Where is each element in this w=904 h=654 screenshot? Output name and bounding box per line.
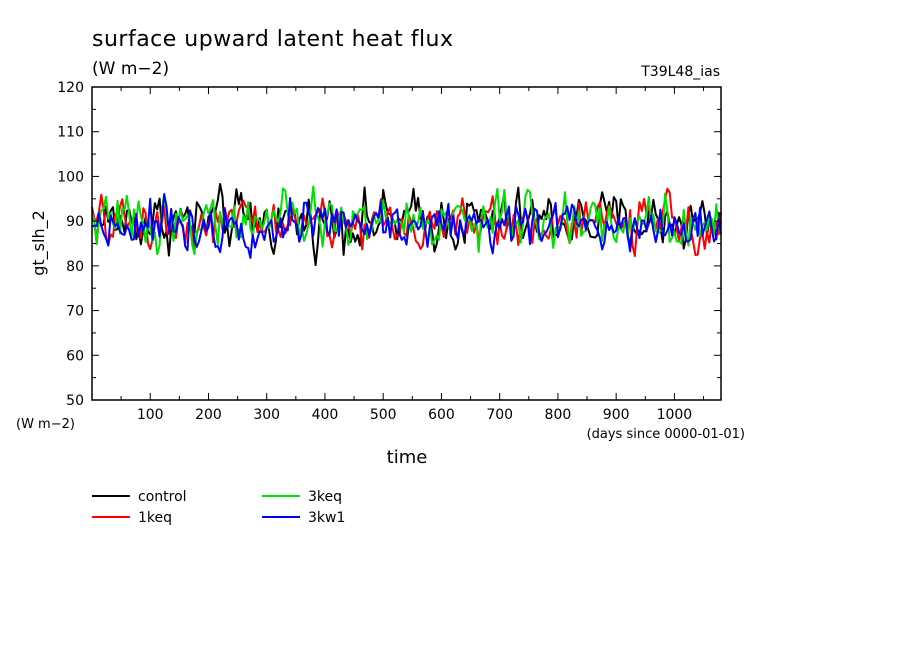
series-layer — [91, 183, 722, 267]
x-tick-label: 100 — [137, 407, 164, 423]
legend: control 1keq 3keq 3kw1 — [92, 489, 345, 526]
x-tick-label: 700 — [486, 407, 513, 423]
x-axis-label: time — [387, 447, 428, 468]
y-tick-label: 110 — [57, 125, 84, 141]
chart-subtitle: (W m−2) — [92, 59, 169, 79]
legend-label-3kw1: 3kw1 — [308, 510, 345, 526]
legend-label-3keq: 3keq — [308, 489, 342, 505]
y-tick-label: 70 — [66, 304, 84, 320]
chart-title: surface upward latent heat flux — [92, 27, 454, 52]
ticks-layer: 100 200 300 400 500 600 700 800 900 1000 50 60 70 80 9… — [57, 80, 721, 423]
legend-label-1keq: 1keq — [138, 510, 172, 526]
y-tick-label: 50 — [66, 393, 84, 409]
x-tick-label: 900 — [603, 407, 630, 423]
x-tick-label: 300 — [253, 407, 280, 423]
x-tick-label: 500 — [370, 407, 397, 423]
series-line-3keq — [91, 185, 722, 256]
y-tick-label: 100 — [57, 169, 84, 185]
y-tick-label: 120 — [57, 80, 84, 96]
x-axis-units: (days since 0000-01-01) — [587, 427, 745, 442]
chart-tag: T39L48_ias — [640, 64, 720, 80]
x-tick-label: 200 — [195, 407, 222, 423]
y-tick-label: 80 — [66, 259, 84, 275]
y-tick-label: 60 — [66, 348, 84, 364]
y-axis-units: (W m−2) — [16, 417, 75, 432]
x-tick-label: 1000 — [657, 407, 693, 423]
x-tick-label: 600 — [428, 407, 455, 423]
series-line-3kw1 — [91, 193, 722, 259]
y-axis-label: gt_slh_2 — [29, 210, 49, 276]
x-tick-label: 400 — [312, 407, 339, 423]
legend-label-control: control — [138, 489, 187, 505]
x-tick-label: 800 — [545, 407, 572, 423]
y-tick-label: 90 — [66, 214, 84, 230]
